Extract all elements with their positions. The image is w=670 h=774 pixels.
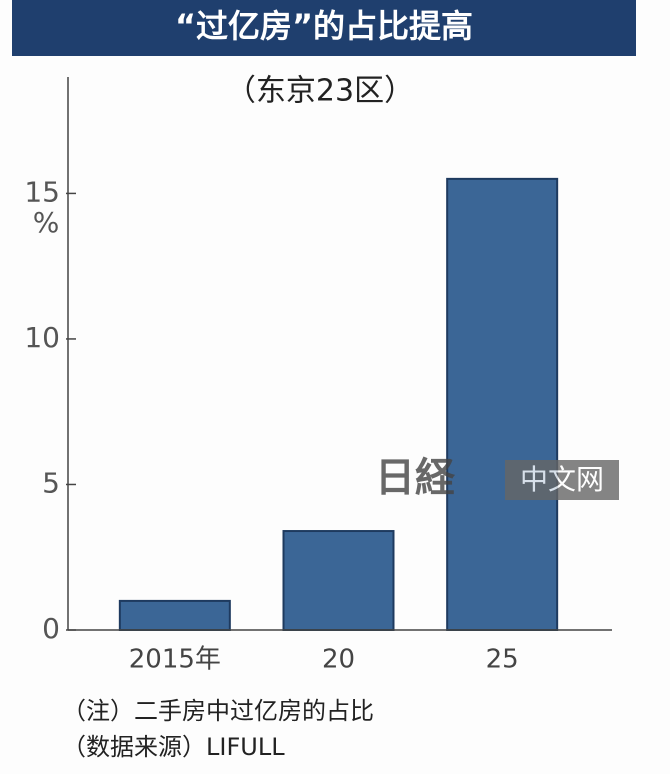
x-tick-label: 25 bbox=[486, 645, 519, 675]
chart-subtitle: （东京23区） bbox=[226, 74, 414, 109]
y-tick-label: 15 bbox=[24, 175, 60, 208]
chart-title: “过亿房”的占比提高 bbox=[175, 7, 473, 45]
y-unit: % bbox=[33, 206, 60, 239]
bar bbox=[118, 599, 231, 631]
bar bbox=[446, 177, 559, 632]
watermark-logo: 日経 bbox=[375, 455, 456, 501]
y-tick-label: 5 bbox=[42, 466, 60, 499]
plot-area: 0 5 10 15 2015年 20 25 bbox=[24, 77, 612, 675]
note: （注）二手房中过亿房的占比 bbox=[62, 697, 374, 725]
x-tick-label: 20 bbox=[322, 645, 355, 675]
y-tick-label: 0 bbox=[42, 612, 60, 645]
bar bbox=[282, 530, 395, 632]
note: （数据来源）LIFULL bbox=[62, 733, 285, 761]
x-tick-label: 2015年 bbox=[129, 645, 221, 675]
watermark-text: 中文网 bbox=[520, 463, 604, 496]
watermark-box bbox=[505, 460, 619, 500]
watermark: 日経 中文网 bbox=[375, 455, 619, 501]
y-tick-label: 10 bbox=[24, 321, 60, 354]
title-banner bbox=[12, 0, 636, 56]
